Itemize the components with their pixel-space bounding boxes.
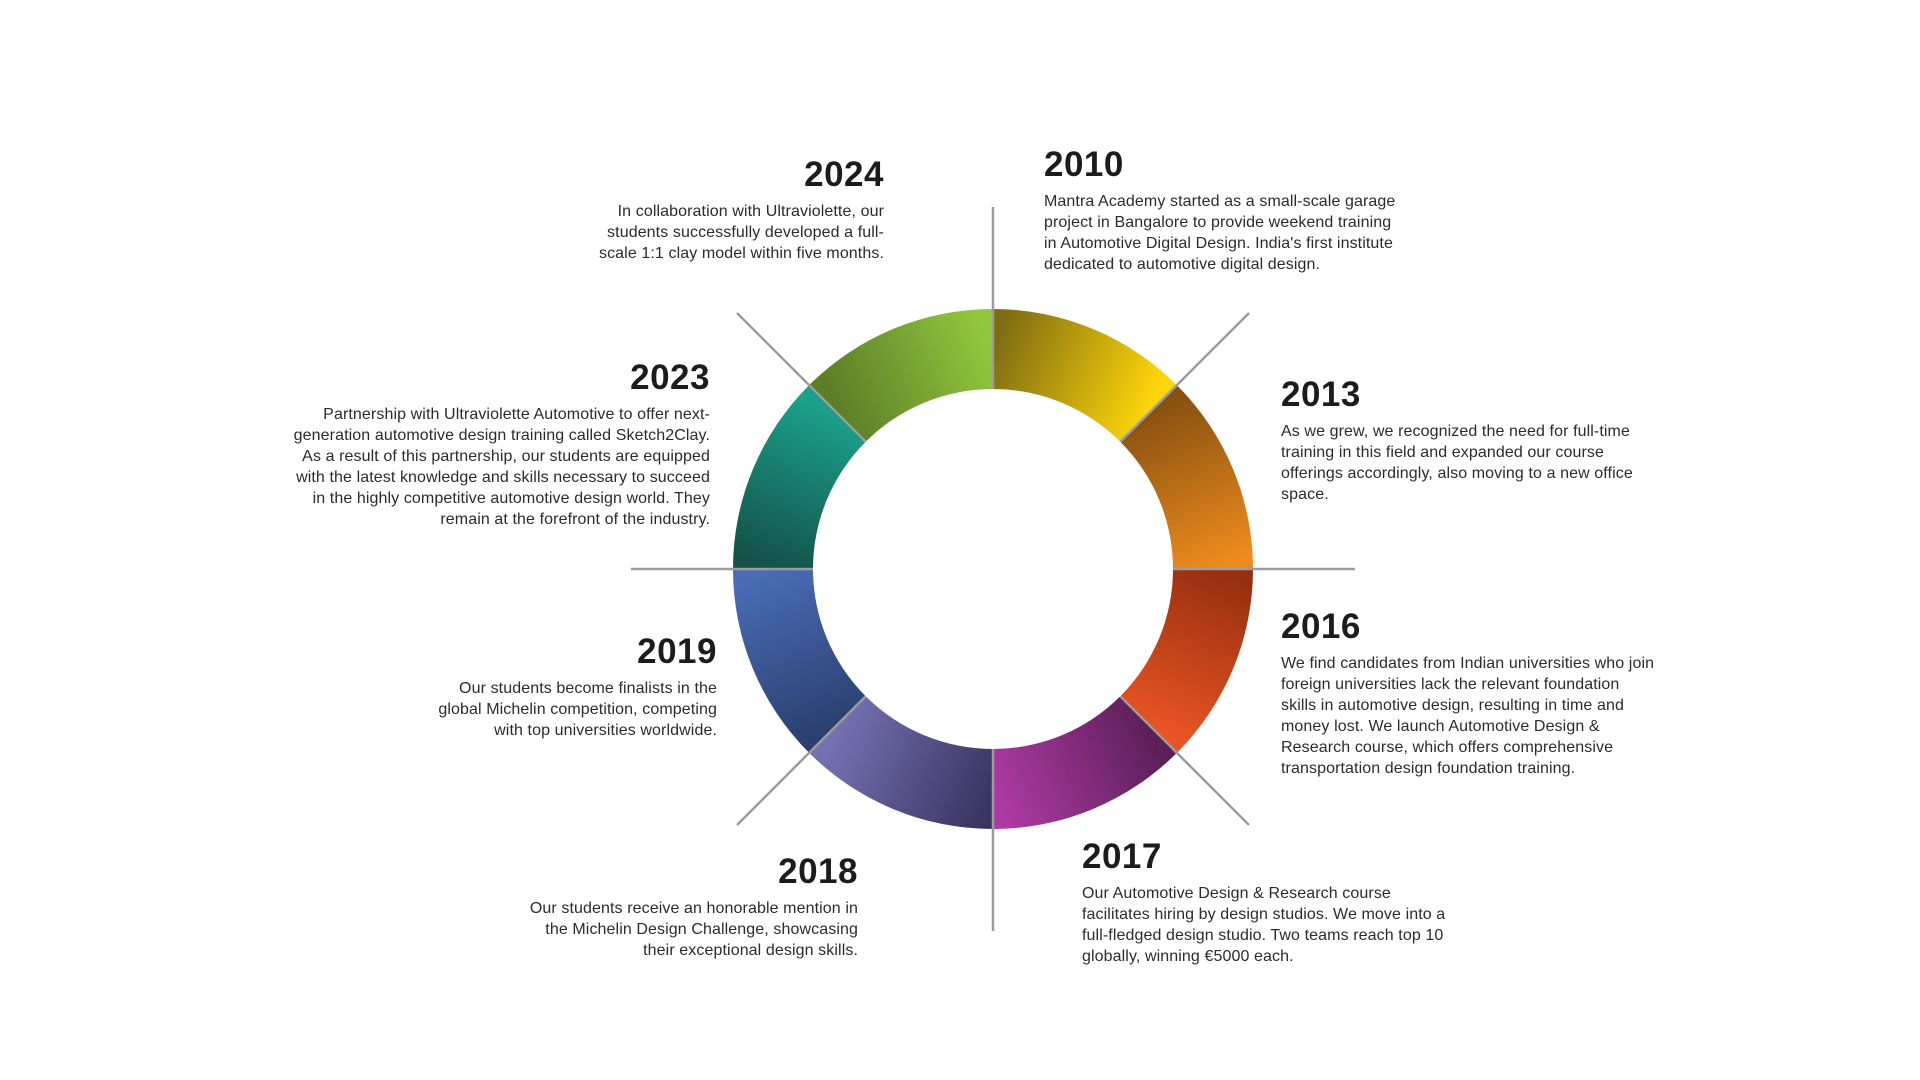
segment-2019 (733, 569, 866, 753)
milestone-year: 2018 (778, 852, 858, 891)
segment-2017 (993, 696, 1177, 829)
milestone-description: As we grew, we recognized the need for f… (1281, 422, 1633, 503)
milestone-description: Partnership with Ultraviolette Automotiv… (293, 405, 710, 528)
milestone-description: Our students receive an honorable mentio… (529, 899, 858, 959)
divider-lines (631, 207, 1355, 931)
donut-segments (733, 308, 1253, 829)
divider-line (736, 312, 867, 443)
segment-2016 (1120, 569, 1253, 753)
segment-2018 (809, 696, 993, 829)
divider-line (736, 695, 867, 826)
milestone-year: 2017 (1082, 837, 1162, 876)
milestone-description: We find candidates from Indian universit… (1281, 654, 1655, 777)
milestone-2017: 2017 Our Automotive Design & Research co… (1082, 837, 1512, 967)
segment-2010 (993, 309, 1177, 442)
milestone-year: 2016 (1281, 607, 1361, 646)
milestone-description: In collaboration with Ultraviolette, our… (598, 202, 884, 262)
divider-line (1119, 312, 1250, 443)
milestone-year: 2013 (1281, 375, 1361, 414)
milestone-year: 2023 (630, 358, 710, 397)
segment-2023 (733, 385, 866, 569)
segment-2013 (1120, 385, 1253, 569)
milestone-2016: 2016 We find candidates from Indian univ… (1281, 607, 1721, 779)
milestone-2013: 2013 As we grew, we recognized the need … (1281, 375, 1701, 505)
milestone-2024: 2024 In collaboration with Ultraviolette… (464, 155, 884, 264)
segment-2024 (809, 308, 993, 442)
milestone-2010: 2010 Mantra Academy started as a small-s… (1044, 145, 1464, 275)
divider-line (1119, 695, 1250, 826)
milestone-description: Mantra Academy started as a small-scale … (1044, 192, 1396, 273)
milestone-description: Our Automotive Design & Research course … (1082, 884, 1446, 965)
milestone-year: 2019 (637, 632, 717, 671)
milestone-year: 2010 (1044, 145, 1124, 184)
milestone-description: Our students become finalists in the glo… (438, 679, 717, 739)
milestone-2019: 2019 Our students become finalists in th… (297, 632, 717, 741)
milestone-2023: 2023 Partnership with Ultraviolette Auto… (230, 358, 710, 530)
milestone-2018: 2018 Our students receive an honorable m… (438, 852, 858, 961)
milestone-year: 2024 (804, 155, 884, 194)
